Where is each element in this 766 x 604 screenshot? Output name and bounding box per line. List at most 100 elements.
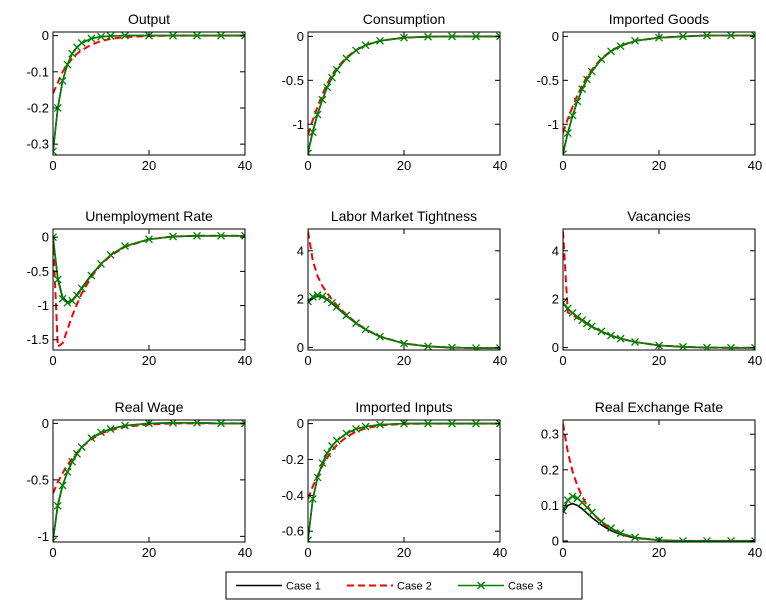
x-tick-label: 20 xyxy=(652,158,666,173)
data-point xyxy=(424,32,432,41)
data-point xyxy=(241,420,245,428)
axes-box xyxy=(52,31,246,156)
axes-box xyxy=(307,228,501,351)
x-tick-label: 20 xyxy=(142,158,156,173)
series-line-case-2 xyxy=(308,422,500,500)
data-point xyxy=(121,421,129,430)
data-point xyxy=(573,312,582,321)
y-tick-label: -0.6 xyxy=(282,524,304,539)
data-point xyxy=(313,291,322,300)
data-point xyxy=(332,436,341,445)
subplot-title: Output xyxy=(128,11,170,27)
data-point xyxy=(63,298,72,307)
y-tick-label: -0.5 xyxy=(27,264,49,279)
data-point xyxy=(58,481,67,490)
data-point xyxy=(342,54,351,63)
plot-area xyxy=(563,231,755,350)
y-tick-label: -0.5 xyxy=(537,73,559,88)
data-point xyxy=(193,32,201,40)
data-point xyxy=(313,110,322,119)
axes-box xyxy=(52,419,246,543)
series-line-case-2 xyxy=(308,231,500,350)
x-tick-label: 0 xyxy=(304,353,311,368)
x-tick-label: 20 xyxy=(652,353,666,368)
y-tick-label: 2 xyxy=(297,292,304,307)
subplot-2: Consumption 0 20 40 0 -0.5 -1 xyxy=(282,11,508,173)
data-point xyxy=(87,34,96,43)
subplot-title: Unemployment Rate xyxy=(85,208,213,224)
axes-box xyxy=(562,419,756,543)
x-tick-label: 40 xyxy=(493,545,507,560)
x-tick-label: 0 xyxy=(49,545,56,560)
data-point xyxy=(631,338,639,346)
legend-marker xyxy=(477,581,485,590)
legend-label: Case 1 xyxy=(286,581,321,593)
data-point xyxy=(121,32,129,40)
data-point xyxy=(563,496,572,504)
data-point xyxy=(318,292,327,301)
series-line-case-2 xyxy=(308,35,500,136)
data-point xyxy=(496,344,500,350)
plot-area xyxy=(53,420,245,542)
x-tick-label: 0 xyxy=(304,158,311,173)
subplot-5: Labor Market Tightness 0 20 40 0 2 4 xyxy=(297,208,507,368)
x-tick-label: 40 xyxy=(493,353,507,368)
data-point xyxy=(53,275,62,284)
data-point xyxy=(323,449,332,458)
subplot-6: Vacancies 0 20 40 0 2 4 xyxy=(552,208,762,368)
x-tick-label: 20 xyxy=(397,158,411,173)
plot-area xyxy=(308,231,500,350)
y-tick-label: 0 xyxy=(552,29,559,44)
data-point xyxy=(679,32,687,41)
data-point xyxy=(679,342,687,350)
x-tick-label: 20 xyxy=(142,545,156,560)
subplot-title: Real Exchange Rate xyxy=(595,399,724,415)
series-line-case-1 xyxy=(53,421,245,540)
axes-box xyxy=(562,31,756,156)
x-tick-label: 0 xyxy=(49,158,56,173)
data-point xyxy=(68,49,77,58)
subplot-4: Unemployment Rate 0 20 40 0 -0.5 -1 -1.5 xyxy=(27,208,253,368)
data-point xyxy=(308,128,317,137)
series-line-case-2 xyxy=(563,423,755,542)
data-point xyxy=(193,231,201,240)
x-tick-label: 40 xyxy=(748,158,762,173)
data-point xyxy=(352,46,360,55)
x-tick-label: 40 xyxy=(238,353,252,368)
legend-item: Case 2 xyxy=(347,581,432,593)
data-point xyxy=(97,259,105,268)
data-point xyxy=(597,327,606,336)
x-tick-label: 0 xyxy=(304,545,311,560)
data-point xyxy=(631,533,639,542)
data-point xyxy=(332,302,341,311)
series-line-case-3 xyxy=(563,34,755,155)
data-point xyxy=(361,325,370,334)
data-point xyxy=(241,32,245,40)
data-point xyxy=(361,41,370,50)
data-point xyxy=(97,32,105,41)
data-point xyxy=(424,420,432,428)
data-point xyxy=(318,459,327,468)
subplot-3: Imported Goods 0 20 40 0 -0.5 -1 xyxy=(537,11,763,173)
series-line-case-3 xyxy=(53,421,245,542)
x-tick-label: 40 xyxy=(238,158,252,173)
data-point xyxy=(424,342,432,350)
series-line-case-1 xyxy=(53,34,245,152)
y-tick-label: -1 xyxy=(37,298,49,313)
series-line-case-1 xyxy=(563,34,755,154)
y-tick-label: 0 xyxy=(42,416,49,431)
subplot-8: Imported Inputs 0 20 40 0 -0.2 -0.4 -0.6 xyxy=(282,399,508,560)
data-point xyxy=(121,242,129,251)
subplot-1: Output 0 20 40 0 -0.1 -0.2 -0.3 xyxy=(27,11,253,173)
data-point xyxy=(607,524,615,533)
data-point xyxy=(308,149,312,155)
x-tick-label: 40 xyxy=(748,545,762,560)
data-point xyxy=(77,38,86,47)
data-point xyxy=(587,508,596,517)
data-point xyxy=(342,311,351,320)
data-point xyxy=(68,457,77,466)
y-tick-label: 0.3 xyxy=(541,427,559,442)
data-point xyxy=(106,425,115,433)
data-point xyxy=(323,83,332,92)
data-point xyxy=(568,111,577,120)
